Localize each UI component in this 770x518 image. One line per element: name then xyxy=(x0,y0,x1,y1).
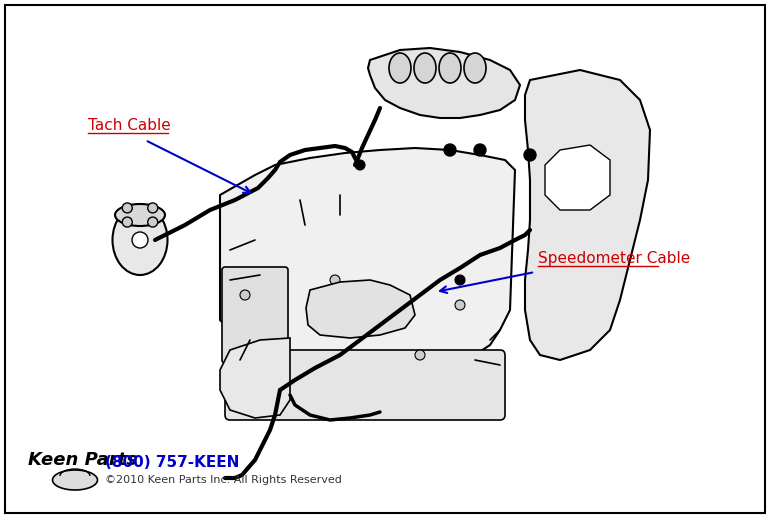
Circle shape xyxy=(474,144,486,156)
Polygon shape xyxy=(545,145,610,210)
Circle shape xyxy=(415,350,425,360)
Text: (800) 757-KEEN: (800) 757-KEEN xyxy=(105,455,239,470)
Circle shape xyxy=(355,160,365,170)
Circle shape xyxy=(122,217,132,227)
Ellipse shape xyxy=(414,53,436,83)
Ellipse shape xyxy=(112,205,168,275)
Circle shape xyxy=(148,203,158,213)
Circle shape xyxy=(455,300,465,310)
Polygon shape xyxy=(368,48,520,118)
Ellipse shape xyxy=(464,53,486,83)
Ellipse shape xyxy=(439,53,461,83)
Polygon shape xyxy=(220,148,515,400)
Circle shape xyxy=(524,149,536,161)
Ellipse shape xyxy=(52,470,98,490)
Text: Tach Cable: Tach Cable xyxy=(88,118,171,133)
Circle shape xyxy=(444,144,456,156)
Circle shape xyxy=(330,275,340,285)
Ellipse shape xyxy=(389,53,411,83)
Text: ©2010 Keen Parts Inc. All Rights Reserved: ©2010 Keen Parts Inc. All Rights Reserve… xyxy=(105,475,342,485)
Circle shape xyxy=(455,275,465,285)
Ellipse shape xyxy=(115,204,165,226)
FancyBboxPatch shape xyxy=(222,267,288,363)
FancyBboxPatch shape xyxy=(225,350,505,420)
Circle shape xyxy=(148,217,158,227)
Polygon shape xyxy=(220,338,290,418)
Circle shape xyxy=(240,290,250,300)
Text: Keen Parts: Keen Parts xyxy=(28,451,137,469)
Circle shape xyxy=(335,315,345,325)
Circle shape xyxy=(122,203,132,213)
Text: Speedometer Cable: Speedometer Cable xyxy=(538,251,690,266)
Polygon shape xyxy=(525,70,650,360)
Polygon shape xyxy=(306,280,415,338)
Circle shape xyxy=(132,232,148,248)
